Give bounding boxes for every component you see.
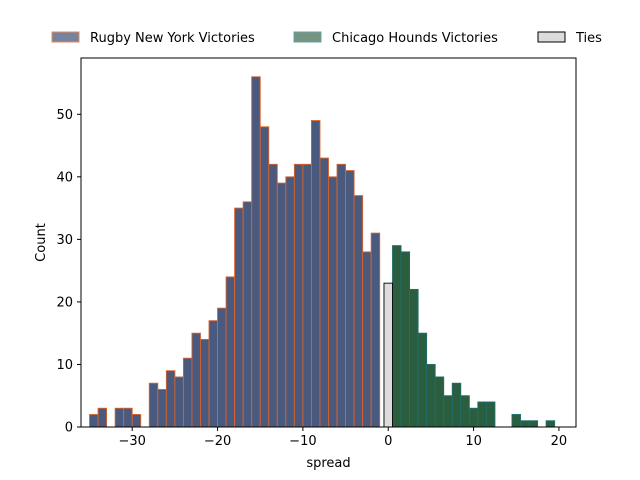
histogram-bar: [426, 364, 436, 428]
x-tick-label: 0: [384, 434, 392, 449]
histogram-bar: [191, 332, 201, 428]
series-0: [89, 76, 381, 428]
histogram-bar: [328, 176, 338, 428]
x-tick-label: −30: [118, 434, 145, 449]
histogram-bar: [276, 182, 287, 428]
x-tick-label: −20: [204, 434, 231, 449]
legend: Rugby New York Victories Chicago Hounds V…: [51, 31, 602, 46]
x-axis: −30 −20 −10 0 10 20: [118, 427, 567, 449]
histogram-bar: [353, 195, 364, 428]
histogram-bar: [451, 382, 462, 428]
histogram-bar: [242, 201, 253, 428]
histogram-bar: [443, 395, 453, 428]
histogram-bar: [336, 163, 347, 428]
histogram-bar: [234, 207, 244, 428]
histogram-bar: [165, 370, 176, 428]
legend-item: Chicago Hounds Victories: [293, 31, 498, 46]
histogram-bar: [511, 414, 521, 428]
histogram-bar: [97, 407, 108, 428]
histogram-bar: [545, 420, 556, 428]
y-tick-label: 20: [56, 295, 73, 310]
histogram-bar: [485, 401, 496, 428]
histogram-bar: [362, 251, 372, 428]
histogram-bar: [114, 407, 125, 428]
histogram-bar: [460, 395, 470, 428]
histogram-bar: [434, 376, 445, 428]
histogram-bar: [174, 376, 184, 428]
histogram-bar: [89, 414, 99, 428]
legend-item: Ties: [537, 31, 602, 46]
y-tick-label: 10: [56, 358, 73, 373]
y-tick-label: 30: [56, 233, 73, 248]
histogram-bar: [259, 126, 270, 428]
histogram-bar: [293, 163, 304, 428]
legend-label: Chicago Hounds Victories: [332, 31, 498, 46]
x-axis-label: spread: [306, 456, 350, 471]
histogram-bar: [392, 245, 402, 428]
histogram-bar: [208, 320, 219, 428]
y-axis-label: Count: [34, 223, 49, 262]
histogram-bar: [123, 407, 133, 428]
histogram-bar: [477, 401, 487, 428]
series-1: [392, 245, 556, 428]
histogram-bar: [520, 420, 530, 428]
legend-swatch: [51, 31, 80, 43]
plot-frame: [80, 57, 577, 428]
histogram-bar: [345, 170, 355, 428]
histogram-bar: [383, 282, 393, 428]
histogram-bar: [468, 407, 479, 428]
legend-label: Rugby New York Victories: [90, 31, 255, 46]
histogram-bar: [268, 163, 278, 428]
y-tick-label: 40: [56, 170, 73, 185]
y-axis: 0 10 20 30 40 50: [56, 108, 81, 436]
histogram-bar: [251, 76, 261, 428]
histogram-bar: [157, 389, 167, 428]
histogram-bar: [319, 157, 329, 428]
histogram-bar: [417, 332, 428, 428]
histogram-bar: [302, 163, 312, 428]
y-tick-label: 0: [65, 421, 73, 436]
x-tick-label: 10: [465, 434, 482, 449]
histogram-bar: [225, 276, 236, 428]
legend-swatch: [293, 31, 322, 43]
histogram-bar: [285, 176, 295, 428]
series-2: [383, 282, 393, 428]
histogram-bar: [131, 414, 142, 428]
histogram-bar: [217, 307, 227, 428]
legend-swatch: [537, 31, 566, 43]
histogram-bar: [400, 251, 411, 428]
y-tick-label: 50: [56, 108, 73, 123]
legend-item: Rugby New York Victories: [51, 31, 255, 46]
histogram-bar: [409, 288, 419, 428]
histogram-bar: [528, 420, 539, 428]
x-tick-label: −10: [289, 434, 316, 449]
histogram-bar: [182, 357, 193, 428]
legend-label: Ties: [575, 31, 602, 46]
histogram-bar: [370, 232, 381, 428]
x-tick-label: 20: [551, 434, 568, 449]
histogram-bar: [310, 120, 321, 428]
histogram-bar: [148, 382, 159, 428]
histogram-bar: [200, 338, 210, 428]
bars: [89, 76, 556, 428]
